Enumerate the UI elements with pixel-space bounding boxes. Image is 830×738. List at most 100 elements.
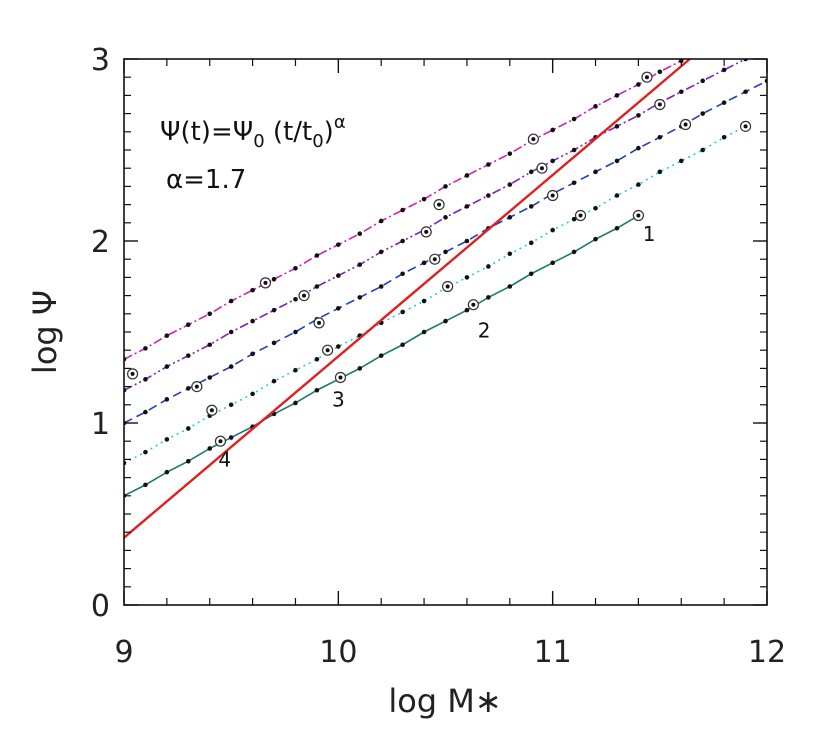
data-point — [614, 193, 620, 198]
data-point — [143, 409, 148, 415]
data-point — [143, 482, 148, 488]
data-point — [528, 240, 534, 246]
data-point — [164, 333, 170, 338]
data-point — [528, 169, 534, 175]
data-point — [743, 89, 748, 95]
y-tick-label: 0 — [91, 589, 110, 624]
data-point — [678, 158, 684, 164]
point-label: 1 — [643, 222, 656, 246]
x-tick-label: 10 — [319, 635, 357, 670]
series-line — [124, 60, 682, 361]
data-point — [571, 249, 577, 255]
highlight-dot — [743, 124, 748, 129]
data-point — [357, 295, 363, 300]
data-point — [400, 271, 405, 277]
highlight-dot — [531, 137, 536, 142]
highlight-dot — [338, 375, 343, 380]
data-point — [336, 273, 341, 278]
highlight-dot — [209, 408, 214, 413]
data-point — [207, 342, 213, 348]
data-point — [700, 111, 705, 116]
data-point — [571, 180, 577, 186]
data-point — [164, 397, 170, 402]
data-point — [550, 158, 555, 164]
data-point — [314, 387, 320, 393]
point-label: 2 — [478, 319, 491, 343]
data-point — [271, 307, 277, 313]
data-point — [700, 147, 705, 153]
x-axis-label: log M∗ — [388, 682, 501, 720]
highlight-dot — [432, 257, 437, 262]
data-point — [636, 145, 641, 151]
data-point — [507, 151, 513, 156]
data-point — [336, 242, 341, 247]
data-point — [378, 353, 384, 358]
data-point — [378, 218, 384, 224]
data-point — [721, 134, 727, 140]
data-point — [443, 318, 448, 324]
data-point — [207, 446, 213, 451]
data-point — [464, 204, 470, 209]
data-point — [186, 426, 191, 431]
data-point — [464, 173, 470, 178]
y-axis-label: log Ψ — [26, 290, 64, 374]
x-tick-label: 12 — [748, 635, 786, 670]
data-point — [250, 351, 255, 357]
data-point — [464, 238, 470, 244]
data-point — [228, 364, 234, 369]
data-point — [164, 469, 170, 475]
data-point — [528, 204, 534, 209]
series-line — [124, 125, 746, 464]
plot-area — [124, 59, 767, 539]
data-point — [293, 296, 298, 302]
data-point — [464, 307, 470, 313]
data-point — [143, 346, 148, 351]
data-point — [207, 375, 213, 380]
highlight-dot — [657, 102, 662, 107]
data-point — [378, 284, 384, 289]
data-point — [228, 402, 234, 408]
data-point — [186, 322, 191, 328]
data-point — [357, 262, 363, 267]
data-point — [443, 215, 448, 220]
data-point — [164, 437, 170, 442]
data-point — [400, 207, 405, 213]
data-point — [614, 124, 620, 129]
data-point — [164, 364, 170, 369]
data-point — [271, 378, 277, 384]
formula-sub: 0 — [312, 131, 323, 152]
data-point — [528, 271, 534, 277]
data-point — [657, 134, 663, 140]
data-point — [721, 100, 727, 105]
x-tick-label: 9 — [114, 635, 133, 670]
data-point — [571, 216, 577, 222]
x-tick-label: 11 — [534, 635, 572, 670]
data-point — [700, 78, 705, 84]
data-point — [378, 249, 384, 255]
data-point — [571, 147, 577, 153]
data-point — [614, 93, 620, 98]
data-point — [421, 260, 427, 266]
data-point — [400, 238, 405, 244]
data-point — [293, 400, 298, 406]
highlight-dot — [578, 213, 583, 218]
data-point — [421, 298, 427, 304]
highlight-dot — [437, 202, 442, 207]
highlight-dot — [636, 213, 641, 218]
data-point — [443, 249, 448, 255]
formula-sub: 0 — [253, 131, 264, 152]
formula-part: (t/t — [265, 117, 313, 147]
data-point — [314, 284, 320, 289]
data-point — [636, 82, 641, 87]
formula: Ψ(t)=Ψ0 (t/t0)α — [160, 112, 346, 152]
data-point — [571, 116, 577, 122]
highlight-dot — [130, 371, 135, 376]
data-point — [550, 127, 555, 133]
data-point — [143, 449, 148, 455]
data-point — [293, 367, 298, 373]
data-point — [614, 225, 620, 231]
data-point — [486, 162, 491, 167]
y-tick-label: 2 — [91, 225, 110, 260]
highlight-dot — [644, 75, 649, 80]
